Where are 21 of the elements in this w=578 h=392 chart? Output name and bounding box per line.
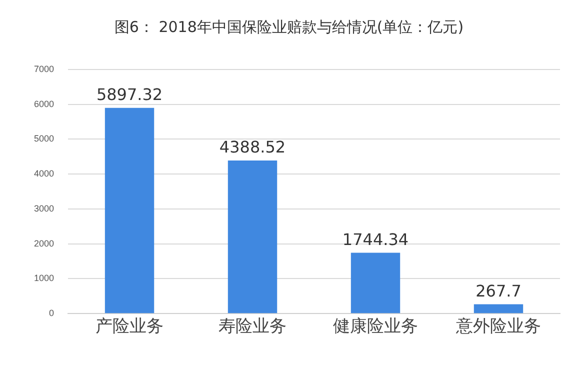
data-label: 267.7 — [476, 281, 522, 300]
x-tick-label: 寿险业务 — [218, 316, 287, 336]
x-tick-label: 意外险业务 — [455, 316, 542, 336]
y-tick-label: 4000 — [34, 168, 54, 179]
y-tick-label: 6000 — [34, 98, 54, 109]
bar — [228, 160, 278, 314]
y-tick-label: 7000 — [34, 64, 54, 74]
y-tick-label: 1000 — [34, 273, 54, 284]
x-tick-label: 产险业务 — [96, 316, 164, 336]
x-tick-label: 健康险业务 — [333, 316, 418, 336]
y-tick-label: 5000 — [34, 134, 54, 144]
data-label: 4388.52 — [219, 138, 286, 157]
bar — [350, 252, 400, 314]
y-tick-label: 2000 — [34, 238, 54, 248]
data-label: 5897.32 — [96, 85, 163, 104]
y-tick-label: 0 — [49, 308, 54, 318]
y-tick-label: 3000 — [34, 203, 54, 214]
data-label: 1744.34 — [342, 230, 409, 249]
bar — [474, 304, 524, 314]
bar — [104, 108, 154, 314]
chart-title: 图6： 2018年中国保险业赔款与给情况(单位：亿元) — [113, 18, 465, 37]
